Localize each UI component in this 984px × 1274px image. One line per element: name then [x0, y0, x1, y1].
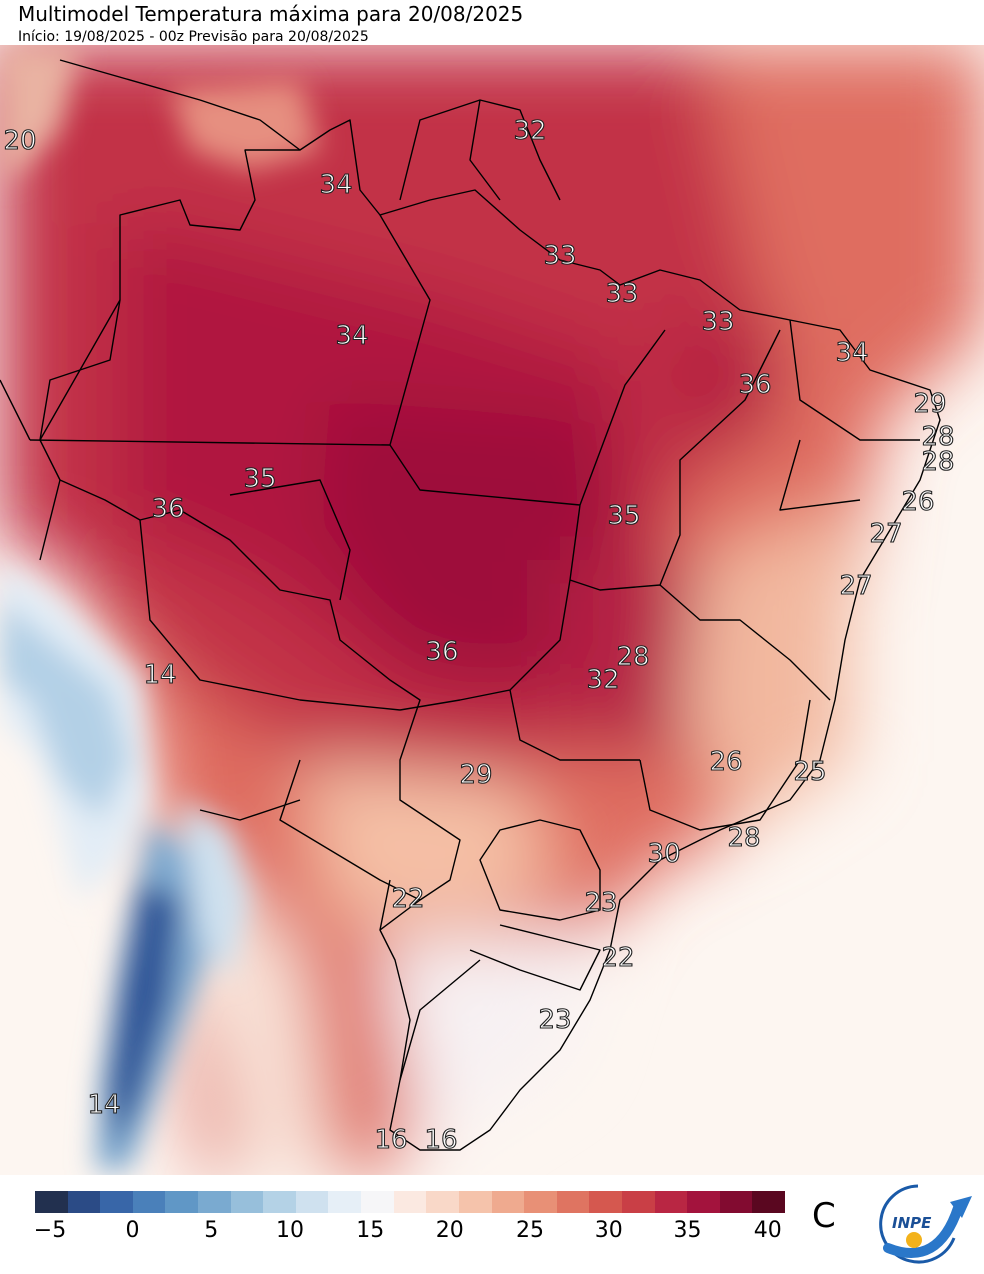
logo-sun-icon: [906, 1232, 922, 1248]
colorbar-tick-label: 5: [204, 1218, 219, 1243]
colorbar-bin: [328, 1191, 362, 1213]
contour-label: 25: [793, 757, 826, 787]
colorbar-bin: [132, 1191, 166, 1213]
map-title: Multimodel Temperatura máxima para 20/08…: [18, 2, 524, 26]
temperature-map: 20 32 34 33 33 34 33 34 36 29 28 28 35 36 26 35 27 27 36 28…: [0, 45, 984, 1175]
contour-label: 26: [901, 487, 934, 517]
contour-label: 23: [538, 1005, 571, 1035]
colorbar-bin: [719, 1191, 753, 1213]
colorbar-tick-label: 30: [594, 1218, 623, 1243]
contour-label: 30: [647, 839, 680, 869]
colorbar-tick-label: 35: [673, 1218, 702, 1243]
legend-colorbar: [35, 1191, 786, 1213]
colorbar-bin: [67, 1191, 101, 1213]
inpe-logo: INPE: [858, 1178, 976, 1270]
colorbar-bin: [426, 1191, 459, 1213]
state-borders: [0, 59, 941, 1151]
brazil-outline: [39, 119, 941, 1151]
contour-label: 28: [921, 447, 954, 477]
logo-arrow-icon: [950, 1196, 972, 1218]
colorbar-bin: [198, 1191, 231, 1213]
contour-label: 33: [543, 241, 576, 271]
neighbor-borders: [0, 59, 561, 931]
contour-label: 16: [424, 1125, 457, 1155]
contour-label: 29: [913, 389, 946, 419]
colorbar-bin: [165, 1191, 199, 1213]
colorbar-bin: [556, 1191, 590, 1213]
contour-label: 14: [87, 1090, 120, 1120]
contour-label: 36: [425, 637, 458, 667]
colorbar-bin: [393, 1191, 427, 1213]
contour-label: 20: [3, 126, 36, 156]
map-subtitle: Início: 19/08/2025 - 00z Previsão para 2…: [18, 29, 369, 45]
contour-label: 32: [513, 116, 546, 146]
colorbar-bin: [295, 1191, 329, 1213]
colorbar-bin: [589, 1191, 622, 1213]
colorbar-tick-label: 15: [356, 1218, 385, 1243]
colorbar-bin: [100, 1191, 133, 1213]
contour-label: 36: [738, 370, 771, 400]
colorbar-bin: [458, 1191, 492, 1213]
colorbar-bin: [263, 1191, 296, 1213]
contour-label: 26: [709, 747, 742, 777]
contour-label: 14: [143, 660, 176, 690]
colorbar-tick-label: −5: [33, 1218, 67, 1243]
contour-label: 34: [835, 338, 868, 368]
colorbar-bin: [524, 1191, 557, 1213]
colorbar-tick-label: 40: [753, 1218, 782, 1243]
contour-label: 33: [701, 307, 734, 337]
logo-swoosh-icon: [883, 1203, 963, 1258]
contour-label: 16: [374, 1125, 407, 1155]
contour-label: 29: [459, 760, 492, 790]
colorbar-tick-label: 20: [435, 1218, 464, 1243]
colorbar-bin: [621, 1191, 655, 1213]
colorbar-bin: [654, 1191, 688, 1213]
contour-label: 22: [391, 884, 424, 914]
contour-label: 34: [335, 321, 368, 351]
contour-label: 35: [607, 501, 640, 531]
contour-label: 28: [921, 422, 954, 452]
colorbar-bin: [752, 1191, 786, 1213]
temperature-field: [0, 45, 984, 1175]
contour-label: 27: [839, 571, 872, 601]
contour-label: 35: [243, 464, 276, 494]
contour-label: 28: [616, 642, 649, 672]
colorbar-bin: [35, 1191, 68, 1213]
contour-label: 27: [869, 519, 902, 549]
colorbar-bin: [687, 1191, 720, 1213]
colorbar-bin: [491, 1191, 525, 1213]
colorbar-tick-label: 10: [276, 1218, 304, 1243]
colorbar-bin: [230, 1191, 264, 1213]
contour-label: 33: [605, 279, 638, 309]
contour-label: 23: [584, 888, 617, 918]
logo-text: INPE: [892, 1214, 932, 1232]
colorbar-bin: [361, 1191, 394, 1213]
legend-unit: C: [812, 1196, 836, 1236]
colorbar-tick-label: 0: [125, 1218, 140, 1243]
contour-label: 34: [319, 170, 352, 200]
colorbar-tick-label: 25: [516, 1218, 544, 1243]
contour-label: 32: [586, 665, 619, 695]
contour-label: 28: [727, 823, 760, 853]
contour-label: 36: [151, 494, 184, 524]
contour-label: 22: [601, 943, 634, 973]
